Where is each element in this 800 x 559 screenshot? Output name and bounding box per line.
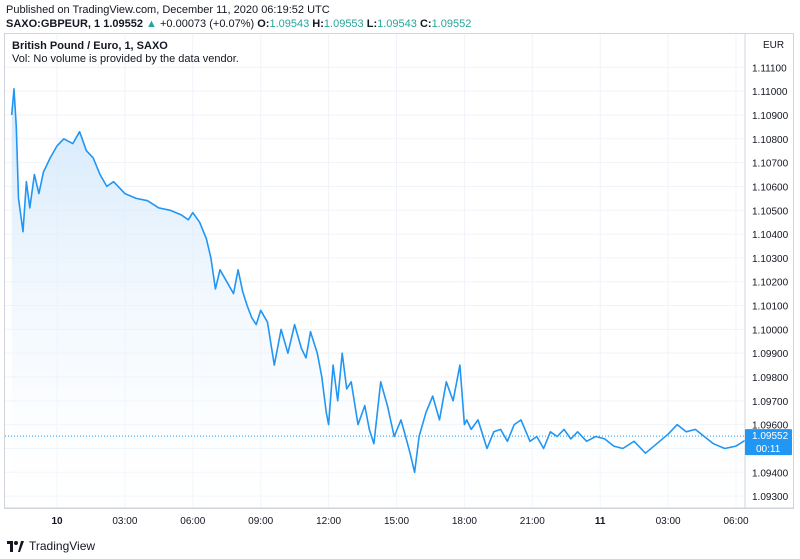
y-tick-label: 1.10500 — [752, 206, 789, 217]
x-tick-label: 15:00 — [384, 516, 409, 527]
y-tick-label: 1.10000 — [752, 325, 789, 336]
footer[interactable]: TradingView — [6, 539, 95, 553]
footer-brand: TradingView — [29, 539, 96, 553]
x-tick-label: 06:00 — [180, 516, 205, 527]
y-tick-label: 1.11100 — [752, 63, 787, 74]
price-axis[interactable]: 1.11100 1.11000 1.10900 1.10800 1.10700 1.106… — [744, 34, 792, 508]
close-label: C: — [419, 18, 432, 30]
x-tick-label: 03:00 — [656, 516, 681, 527]
last-price-badge-value: 1.09552 — [752, 431, 789, 442]
time-axis[interactable]: 10 03:00 06:00 09:00 12:00 15:00 18:00 21:00 11 0… — [5, 507, 794, 527]
change-value: +0.00073 (+0.07%) — [159, 18, 255, 30]
x-tick-label: 06:00 — [723, 516, 748, 527]
x-tick-label: 11 — [595, 516, 606, 527]
high-value: 1.09553 — [323, 18, 364, 30]
y-tick-label: 1.11000 — [752, 87, 788, 98]
low-label: L: — [366, 18, 378, 30]
y-tick-label: 1.09800 — [752, 373, 789, 384]
open-value: 1.09543 — [269, 18, 310, 30]
change-arrow-icon: ▲ — [146, 18, 157, 30]
volume-note: Vol: No volume is provided by the data v… — [12, 53, 239, 65]
ohlc-bar: SAXO:GBPEUR, 1 1.09552 ▲ +0.00073 (+0.07… — [6, 18, 471, 30]
plot-area — [5, 88, 757, 509]
x-tick-label: 12:00 — [316, 516, 341, 527]
x-tick-label: 09:00 — [248, 516, 273, 527]
y-tick-label: 1.09400 — [752, 468, 789, 479]
y-tick-label: 1.10700 — [752, 159, 789, 170]
currency-label: EUR — [763, 40, 784, 51]
series-line — [10, 88, 757, 474]
x-tick-label: 18:00 — [452, 516, 477, 527]
y-tick-label: 1.10100 — [752, 302, 789, 313]
y-tick-label: 1.10400 — [752, 230, 789, 241]
y-tick-label: 1.09700 — [752, 397, 789, 408]
y-tick-label: 1.10800 — [752, 135, 789, 146]
series-area — [11, 88, 757, 509]
series-title: British Pound / Euro, 1, SAXO — [12, 40, 168, 52]
y-tick-label: 1.09900 — [752, 349, 789, 360]
bar-countdown: 00:11 — [756, 444, 781, 455]
low-value: 1.09543 — [377, 18, 417, 30]
last-price-badge — [745, 429, 792, 456]
close-value: 1.09552 — [431, 18, 472, 30]
y-tick-label: 1.10600 — [752, 182, 789, 193]
y-tick-label: 1.09300 — [752, 492, 789, 503]
y-tick-label: 1.10300 — [752, 254, 789, 265]
open-label: O: — [257, 18, 270, 30]
symbol-label: SAXO:GBPEUR, 1 — [6, 18, 101, 30]
published-note: Published on TradingView.com, December 1… — [6, 4, 330, 16]
x-tick-label: 21:00 — [520, 516, 545, 527]
x-tick-label: 03:00 — [112, 516, 137, 527]
y-tick-label: 1.10900 — [752, 111, 789, 122]
last-price: 1.09552 — [103, 18, 143, 30]
high-label: H: — [312, 18, 324, 30]
y-tick-label: 1.10200 — [752, 278, 789, 289]
y-tick-label: 1.09600 — [752, 421, 789, 432]
x-tick-label: 10 — [51, 516, 63, 527]
tradingview-logo-icon — [7, 540, 24, 552]
